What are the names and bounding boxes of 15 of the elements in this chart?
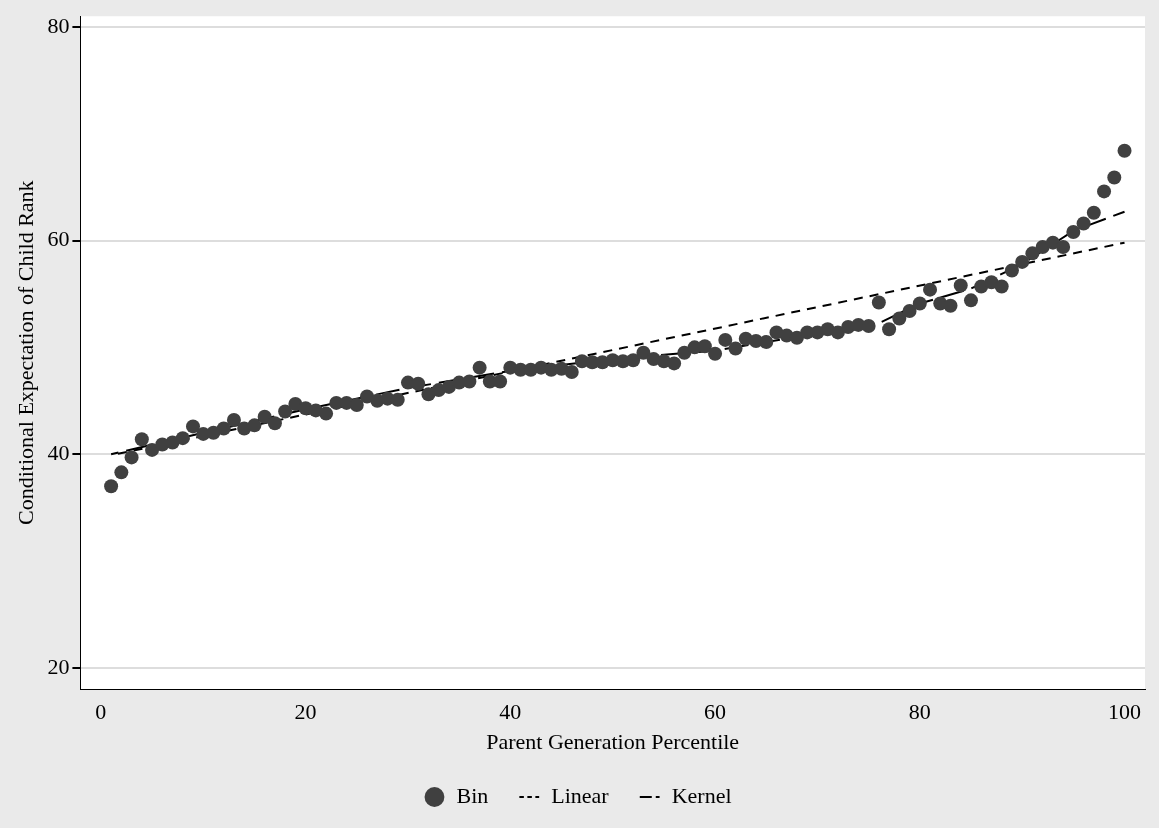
y-tick-label: 40 (47, 439, 70, 465)
y-tick-label: 20 (47, 653, 70, 679)
legend-label: Kernel (671, 782, 732, 808)
legend-label: Linear (551, 782, 610, 808)
x-tick-label: 40 (499, 699, 522, 725)
x-axis-title: Parent Generation Percentile (486, 728, 740, 754)
x-tick-label: 100 (1108, 699, 1142, 725)
x-tick-label: 0 (95, 699, 107, 725)
legend-label: Bin (456, 782, 489, 808)
y-tick-label: 60 (47, 226, 70, 252)
x-tick-label: 20 (294, 699, 317, 725)
y-axis-title: Conditional Expectation of Child Rank (12, 180, 38, 526)
y-tick-label: 80 (47, 12, 70, 38)
x-tick-label: 80 (908, 699, 931, 725)
x-tick-label: 60 (704, 699, 727, 725)
